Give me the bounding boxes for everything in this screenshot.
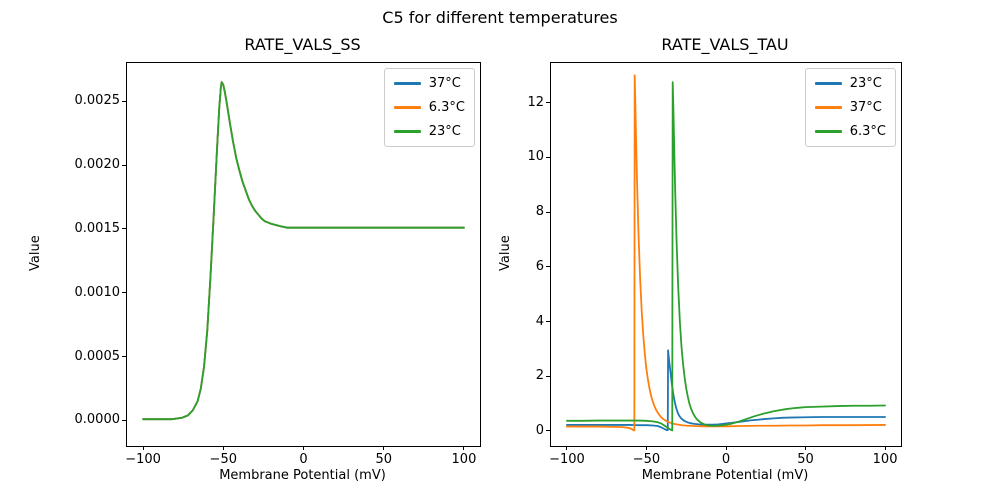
y-tick-label: 10	[527, 149, 544, 165]
legend: 37°C 6.3°C 23°C	[383, 68, 475, 147]
y-tick-label: 0.0025	[74, 93, 121, 109]
axes-title-ss: RATE_VALS_SS	[244, 35, 361, 54]
x-tick-label: 100	[451, 452, 477, 467]
x-axis-label-tau: Membrane Potential (mV)	[641, 468, 809, 483]
x-tick-label: −100	[549, 452, 585, 467]
legend-label: 23°C	[849, 75, 882, 91]
y-tick-label: 0.0020	[74, 157, 121, 173]
axes-tau: −100 −50 0 50 100 0 2 4 6 8 10 12 23°C 37°C 6.3°C	[527, 62, 902, 467]
y-tick-mark	[546, 430, 550, 432]
legend-label: 6.3°C	[428, 99, 465, 115]
x-tick-label: 50	[797, 452, 814, 467]
legend-label: 23°C	[428, 123, 461, 139]
legend-entry: 6.3°C	[393, 98, 465, 117]
legend-line-sample-icon	[393, 106, 421, 109]
y-tick-mark	[122, 100, 126, 102]
x-tick-mark	[222, 446, 224, 450]
legend-entry: 23°C	[814, 74, 886, 93]
legend-entry: 23°C	[393, 122, 465, 141]
x-tick-mark	[303, 446, 304, 450]
y-tick-mark	[122, 164, 126, 166]
x-tick-mark	[805, 446, 807, 450]
plot-area-tau	[566, 74, 886, 432]
x-tick-label: 50	[375, 452, 392, 467]
x-tick-label: 100	[872, 452, 898, 467]
legend-label: 37°C	[849, 99, 882, 115]
y-tick-mark	[546, 321, 550, 323]
y-tick-mark	[122, 419, 126, 421]
legend-entry: 37°C	[814, 98, 886, 117]
y-tick-label: 6	[535, 258, 544, 274]
legend-line-sample-icon	[814, 82, 842, 85]
y-tick-label: 0	[535, 422, 544, 438]
legend-label: 37°C	[428, 75, 461, 91]
x-tick-mark	[566, 446, 568, 450]
figure-suptitle: C5 for different temperatures	[382, 8, 618, 27]
series-line-23°C	[142, 81, 465, 421]
x-axis-label-ss: Membrane Potential (mV)	[219, 468, 386, 483]
legend-line-sample-icon	[393, 130, 421, 133]
x-tick-label: −100	[125, 452, 161, 467]
y-tick-label: 0.0005	[74, 348, 121, 364]
y-tick-label: 8	[535, 204, 544, 220]
legend-line-sample-icon	[814, 106, 842, 109]
legend-entry: 37°C	[393, 74, 465, 93]
y-tick-mark	[546, 156, 550, 158]
y-axis-label-tau: Value	[498, 235, 513, 272]
y-tick-mark	[546, 375, 550, 377]
x-tick-mark	[884, 446, 886, 450]
y-tick-mark	[546, 102, 550, 104]
x-tick-label: −50	[632, 452, 661, 467]
plot-area-ss	[142, 81, 465, 421]
legend: 23°C 37°C 6.3°C	[804, 68, 896, 147]
y-tick-mark	[546, 266, 550, 268]
y-tick-mark	[122, 292, 126, 294]
x-tick-mark	[463, 446, 465, 450]
y-tick-label: 0.0000	[74, 412, 121, 428]
y-tick-label: 12	[527, 94, 544, 110]
y-tick-label: 4	[535, 313, 544, 329]
x-tick-label: 0	[721, 452, 731, 467]
x-tick-mark	[383, 446, 385, 450]
y-tick-mark	[546, 211, 550, 213]
x-tick-mark	[142, 446, 144, 450]
y-tick-label: 0.0010	[74, 284, 121, 300]
x-tick-label: 0	[299, 452, 308, 467]
legend-entry: 6.3°C	[814, 122, 886, 141]
y-tick-mark	[122, 228, 126, 230]
series-line-23°C	[566, 349, 886, 432]
legend-label: 6.3°C	[849, 123, 886, 139]
series-line-37°C	[566, 74, 886, 432]
y-axis-label-ss: Value	[28, 235, 43, 272]
legend-line-sample-icon	[393, 82, 421, 85]
series-line-6.3°C	[566, 81, 886, 432]
axes-title-tau: RATE_VALS_TAU	[661, 35, 789, 54]
y-tick-label: 0.0015	[74, 220, 121, 236]
x-tick-label: −50	[209, 452, 237, 467]
axes-ss: −100 −50 0 50 100 0.0000 0.0005 0.0010 0.0015 0.0…	[75, 62, 481, 467]
y-tick-mark	[122, 356, 126, 358]
x-tick-mark	[725, 446, 727, 450]
legend-line-sample-icon	[814, 130, 842, 133]
y-tick-label: 2	[535, 368, 544, 384]
x-tick-mark	[645, 446, 647, 450]
